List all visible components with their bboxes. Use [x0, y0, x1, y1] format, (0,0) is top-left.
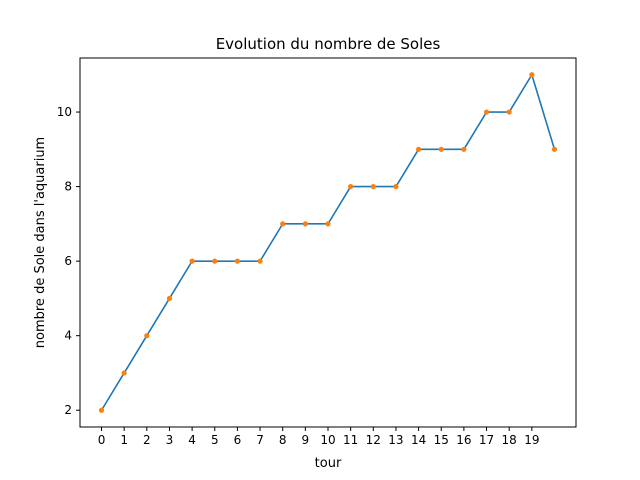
y-tick-label: 2 [64, 403, 72, 417]
x-axis-label: tour [315, 456, 342, 471]
data-point [234, 258, 241, 264]
data-point [551, 146, 558, 152]
y-tick-label: 8 [64, 180, 72, 194]
data-point [144, 333, 150, 339]
data-point [506, 109, 512, 115]
data-point [302, 221, 308, 227]
y-axis-label: nombre de Sole dans l'aquarium [33, 137, 48, 348]
x-tick-label: 11 [343, 433, 358, 447]
data-point [393, 183, 399, 190]
data-point [483, 109, 490, 115]
x-tick-label: 13 [388, 433, 403, 447]
x-tick-label: 10 [320, 433, 335, 447]
data-point [257, 258, 263, 264]
x-tick-label: 1 [120, 433, 128, 447]
x-tick-label: 12 [366, 433, 381, 447]
data-point [415, 146, 422, 152]
x-tick-label: 8 [279, 433, 287, 447]
x-tick-label: 18 [502, 433, 517, 447]
x-tick-label: 14 [411, 433, 426, 447]
data-point [98, 407, 105, 413]
data-point [529, 72, 535, 78]
y-tick-label: 10 [57, 105, 72, 119]
x-tick-label: 3 [166, 433, 174, 447]
x-tick-label: 16 [456, 433, 471, 447]
x-tick-label: 17 [479, 433, 494, 447]
data-point [280, 221, 286, 227]
x-tick-label: 19 [524, 433, 539, 447]
x-tick-label: 6 [234, 433, 242, 447]
data-point [348, 183, 354, 190]
chart-title: Evolution du nombre de Soles [216, 35, 441, 53]
data-point [212, 258, 218, 264]
x-tick-label: 0 [98, 433, 106, 447]
x-tick-label: 15 [434, 433, 449, 447]
plot-layer [98, 72, 558, 413]
x-tick-label: 2 [143, 433, 151, 447]
x-tick-label: 7 [256, 433, 264, 447]
data-point [166, 295, 173, 302]
x-tick-label: 4 [188, 433, 196, 447]
y-tick-label: 6 [64, 254, 72, 268]
y-tick-label: 4 [64, 329, 72, 343]
data-point [461, 146, 467, 152]
data-point [121, 370, 127, 376]
x-tick-label: 9 [302, 433, 310, 447]
data-point [189, 258, 195, 264]
data-point [370, 183, 376, 190]
data-point [438, 146, 444, 152]
x-tick-label: 5 [211, 433, 219, 447]
data-point [325, 221, 331, 227]
